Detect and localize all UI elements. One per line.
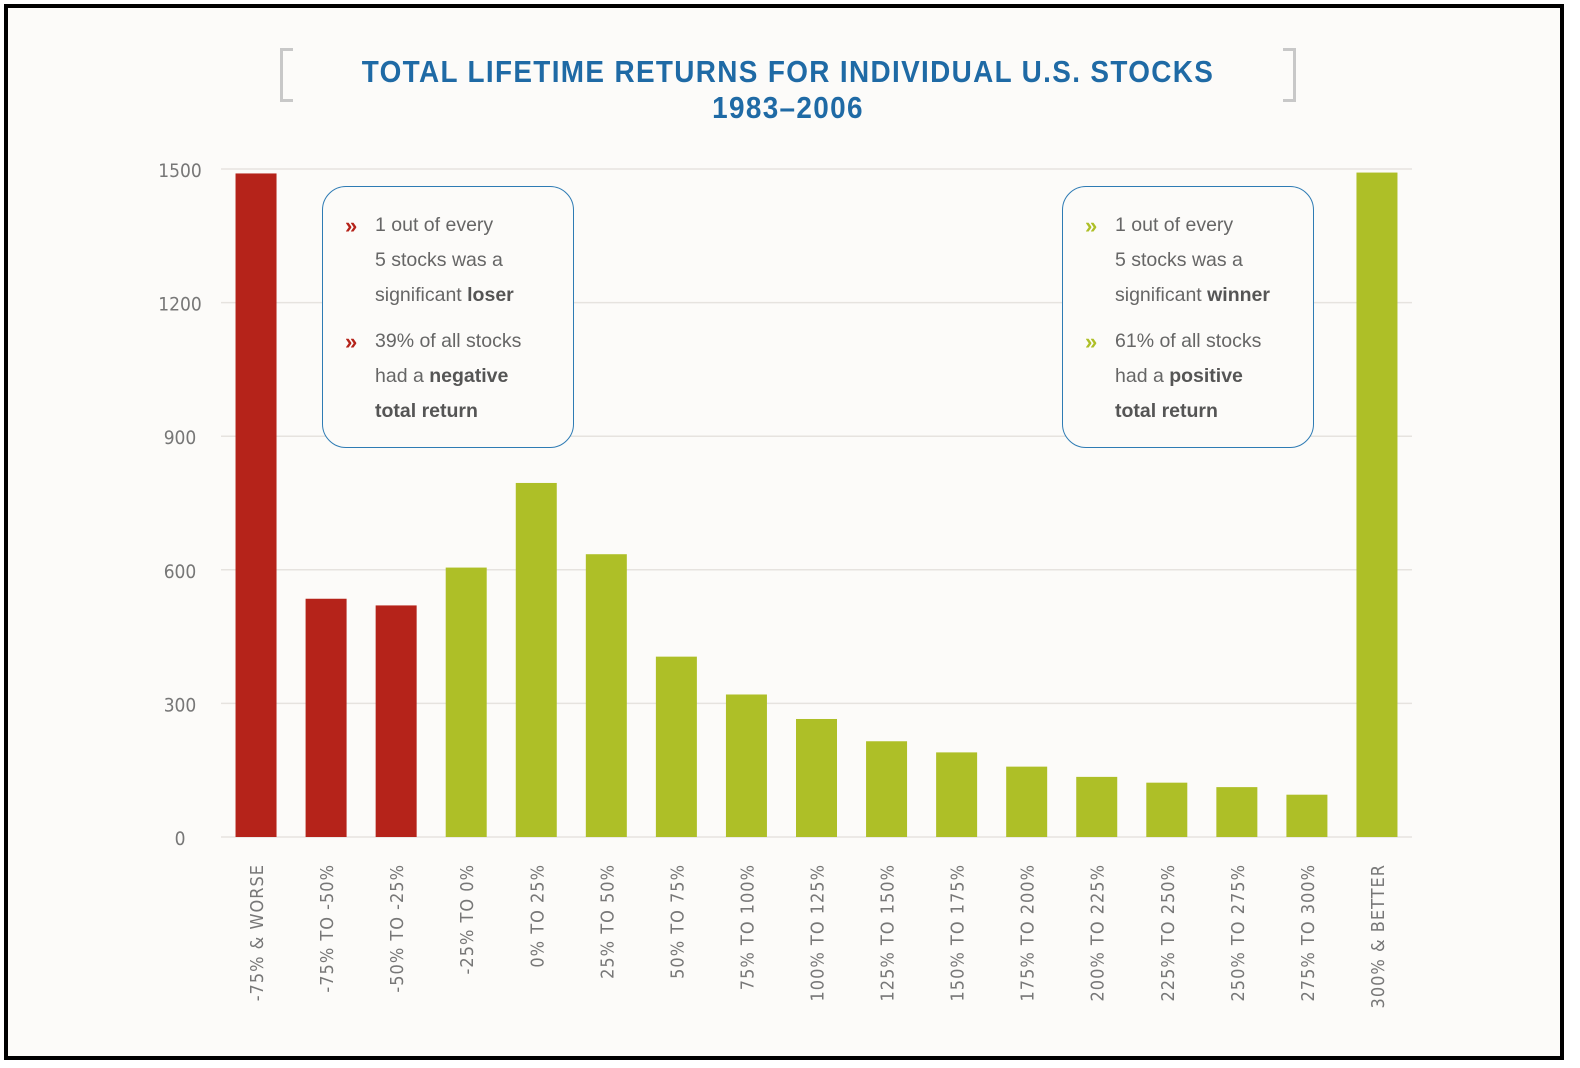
bar xyxy=(515,482,557,837)
chevron-right-icon: » xyxy=(1085,213,1098,238)
callout-text: 1 out of every xyxy=(1115,214,1234,236)
x-tick-label: 225% TO 250% xyxy=(1158,864,1179,1002)
bar xyxy=(445,567,487,837)
callout-emphasis: total return xyxy=(375,400,478,422)
callout-losers: » 1 out of every 5 stocks was a signific… xyxy=(322,186,574,448)
y-tick-label: 600 xyxy=(164,561,197,583)
x-tick-label: 75% TO 100% xyxy=(737,864,758,990)
x-tick-label: 175% TO 200% xyxy=(1018,864,1039,1002)
bar xyxy=(725,694,767,837)
callout-bullet: » 61% of all stocks had a positive total… xyxy=(1085,327,1293,429)
title-block: TOTAL LIFETIME RETURNS FOR INDIVIDUAL U.… xyxy=(276,48,1300,125)
callout-emphasis: winner xyxy=(1207,284,1270,306)
bar xyxy=(796,718,837,837)
callout-text: 61% of all stocks xyxy=(1115,330,1262,352)
y-tick-label: 1200 xyxy=(158,294,202,316)
callout-text: 5 stocks was a xyxy=(1115,249,1243,271)
bar xyxy=(1216,787,1258,837)
chevron-right-icon: » xyxy=(345,329,358,354)
bar xyxy=(1076,776,1118,837)
bar xyxy=(1146,782,1188,837)
callout-text: had a xyxy=(375,365,430,387)
x-tick-label: -25% TO 0% xyxy=(457,864,478,974)
x-tick-label: -75% & WORSE xyxy=(247,864,268,1001)
callout-bullet: » 1 out of every 5 stocks was a signific… xyxy=(1085,211,1293,313)
x-tick-label: 275% TO 300% xyxy=(1298,864,1319,1002)
bar xyxy=(235,173,277,837)
bar xyxy=(305,598,347,837)
bar xyxy=(936,752,978,837)
callout-text: 1 out of every xyxy=(375,214,494,236)
y-tick-label: 0 xyxy=(175,828,186,850)
chart-title: TOTAL LIFETIME RETURNS FOR INDIVIDUAL U.… xyxy=(361,54,1215,125)
x-tick-label: 125% TO 150% xyxy=(878,864,899,1002)
bar xyxy=(585,554,627,837)
callout-text: had a xyxy=(1115,365,1170,387)
x-tick-label: -75% TO -50% xyxy=(317,864,338,993)
callout-emphasis: loser xyxy=(467,284,514,306)
chevron-right-icon: » xyxy=(1085,329,1098,354)
left-bracket xyxy=(280,48,293,102)
callout-text: significant xyxy=(1115,284,1208,306)
bar xyxy=(1286,794,1328,837)
x-tick-label: 0% TO 25% xyxy=(527,864,548,968)
right-bracket xyxy=(1283,48,1296,102)
x-tick-label: 50% TO 75% xyxy=(667,864,688,979)
bar xyxy=(1356,172,1398,837)
callout-winners: » 1 out of every 5 stocks was a signific… xyxy=(1062,186,1314,448)
x-tick-label: 200% TO 225% xyxy=(1088,864,1109,1002)
callout-emphasis: total return xyxy=(1115,400,1218,422)
x-tick-label: -50% TO -25% xyxy=(387,864,408,993)
callout-text: significant xyxy=(375,284,468,306)
callout-bullet: » 39% of all stocks had a negative total… xyxy=(345,327,553,429)
callout-text: 39% of all stocks xyxy=(375,330,522,352)
bar xyxy=(375,605,417,837)
callout-emphasis: negative xyxy=(429,365,509,387)
callout-text: 5 stocks was a xyxy=(375,249,503,271)
x-tick-label: 100% TO 125% xyxy=(808,864,829,1002)
y-tick-label: 1500 xyxy=(158,160,202,182)
chevron-right-icon: » xyxy=(345,213,358,238)
x-tick-label: 300% & BETTER xyxy=(1368,864,1389,1008)
y-tick-label: 300 xyxy=(164,694,197,716)
x-tick-label: 150% TO 175% xyxy=(948,864,969,1002)
bar xyxy=(1006,766,1048,837)
callout-emphasis: positive xyxy=(1169,365,1243,387)
y-tick-label: 900 xyxy=(164,427,197,449)
bar xyxy=(655,656,697,837)
bar xyxy=(866,741,908,837)
x-tick-label: 25% TO 50% xyxy=(597,864,618,979)
callout-bullet: » 1 out of every 5 stocks was a signific… xyxy=(345,211,553,313)
x-tick-label: 250% TO 275% xyxy=(1228,864,1249,1002)
